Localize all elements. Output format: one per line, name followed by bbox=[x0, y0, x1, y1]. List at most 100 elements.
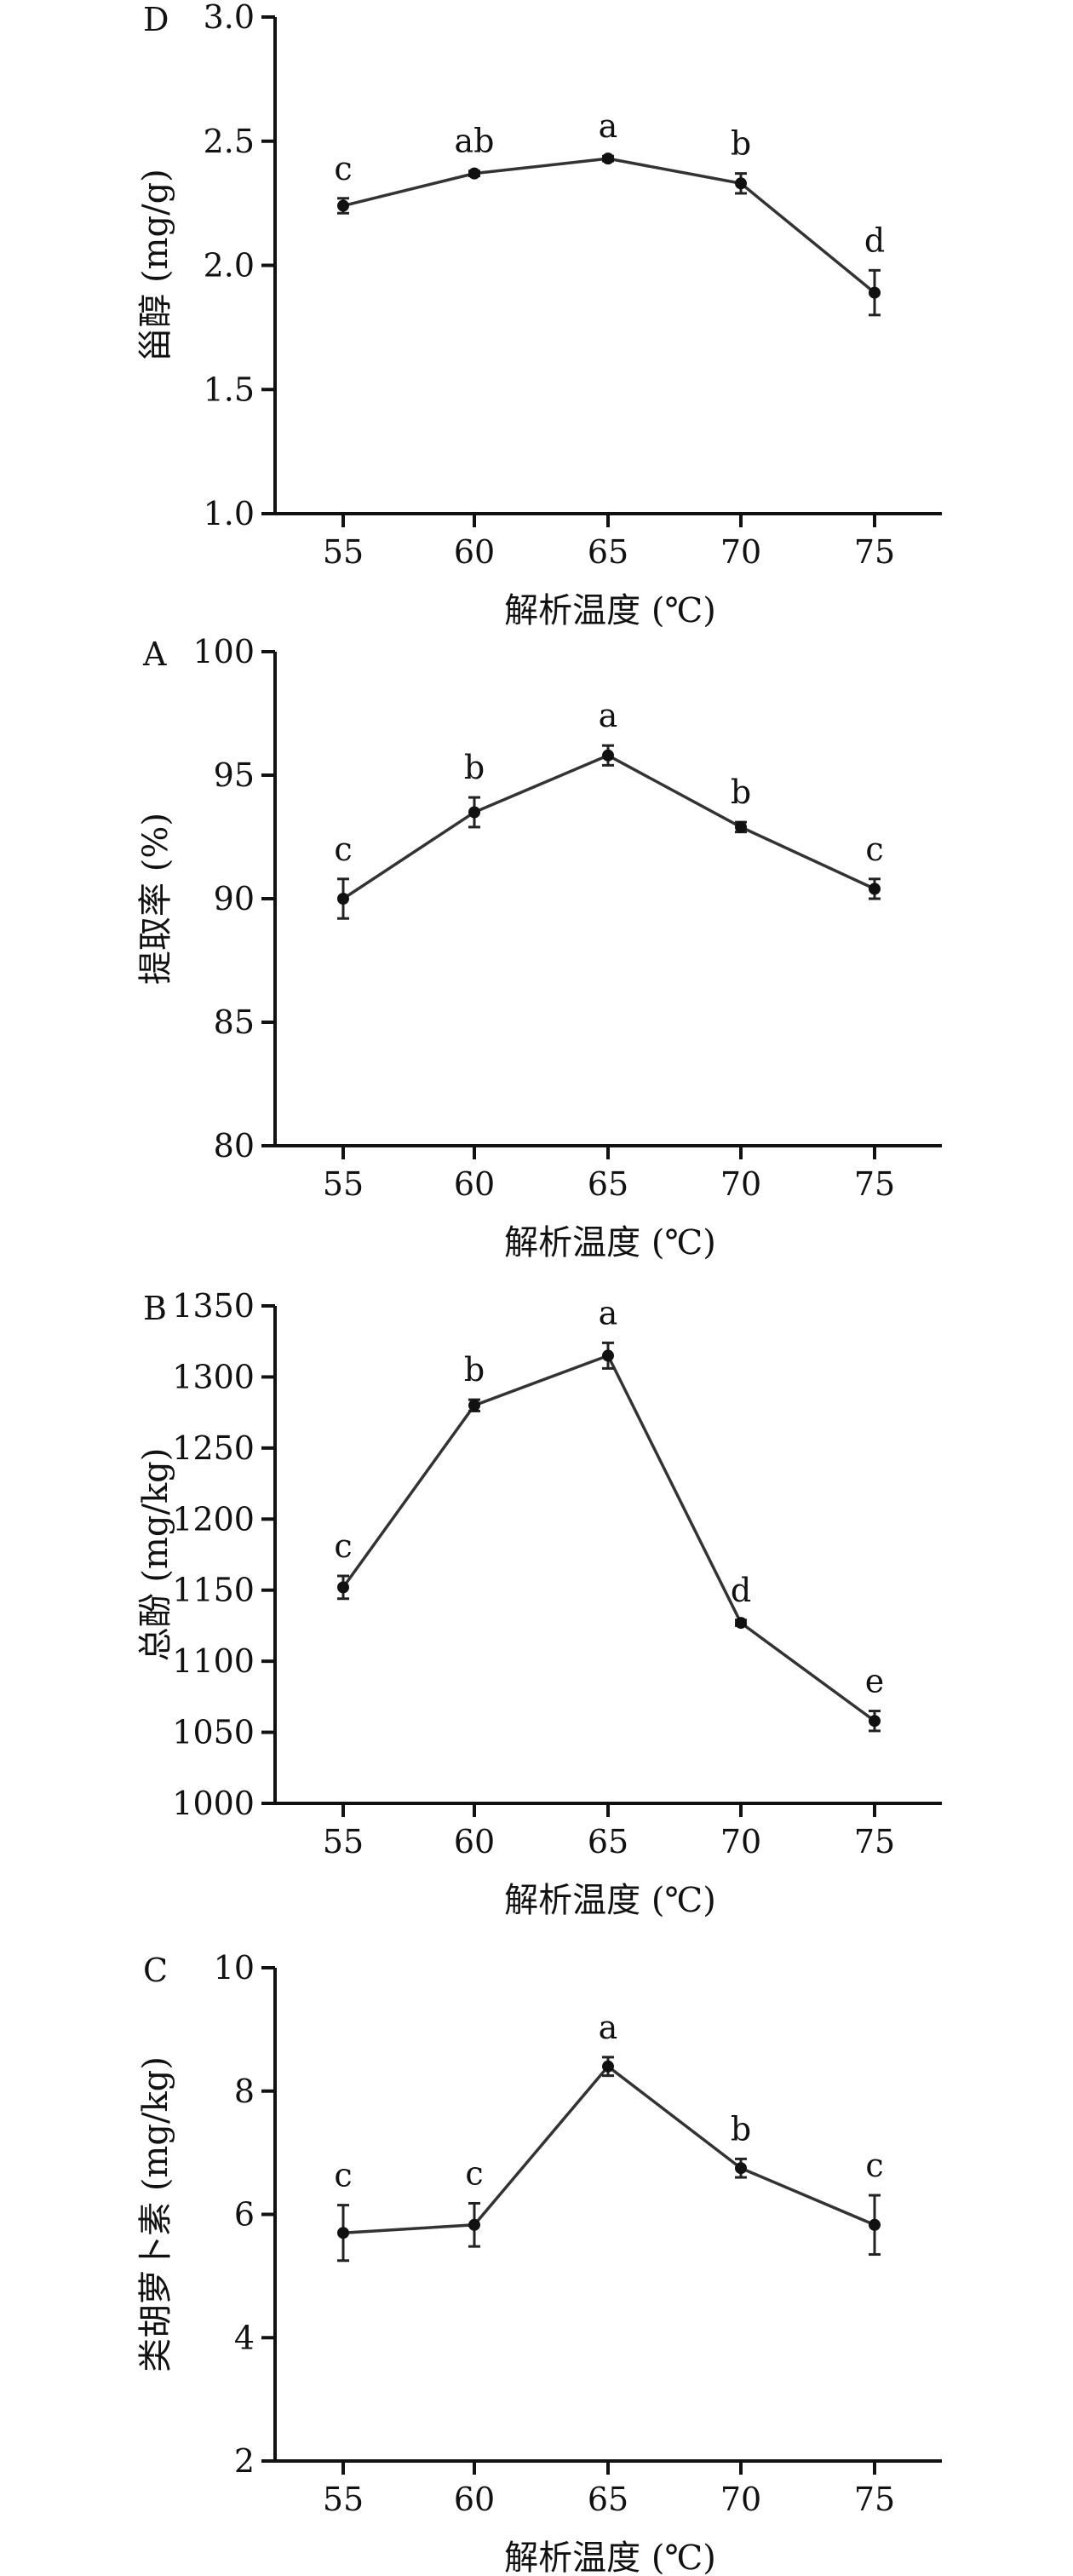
x-tick-label: 75 bbox=[854, 2481, 895, 2518]
y-tick-label: 80 bbox=[214, 1127, 255, 1164]
series-line bbox=[342, 753, 875, 900]
y-tick-label: 1000 bbox=[172, 1785, 255, 1822]
x-tick-label: 75 bbox=[854, 1165, 895, 1203]
y-tick-label: 6 bbox=[234, 2196, 255, 2234]
significance-letter: d bbox=[864, 221, 885, 259]
x-axis-title: 解析温度 (℃) bbox=[504, 2539, 716, 2576]
significance-letter: e bbox=[865, 1663, 885, 1700]
significance-letter: c bbox=[334, 2157, 352, 2194]
data-point bbox=[735, 2162, 747, 2175]
y-tick-label: 1300 bbox=[172, 1358, 255, 1395]
data-point bbox=[869, 2218, 881, 2231]
data-point bbox=[337, 199, 349, 212]
significance-letter: a bbox=[599, 107, 618, 145]
data-point bbox=[468, 2218, 480, 2231]
y-axis-title: 总酚 (mg/kg) bbox=[136, 1448, 175, 1662]
x-tick-label: 70 bbox=[720, 1165, 761, 1203]
panel-label: A bbox=[142, 635, 167, 673]
y-axis-title: 甾醇 (mg/g) bbox=[136, 169, 175, 362]
y-tick-label: 1100 bbox=[172, 1642, 255, 1680]
data-point bbox=[735, 177, 747, 190]
x-tick-label: 55 bbox=[323, 1165, 364, 1203]
chart-panel-b: B 1000 1050 1100 1150 1200 1250 1300 1350 55 60 65 7… bbox=[136, 1287, 942, 1920]
chart-panel-c: C 2 4 6 8 10 55 60 65 70 75 解析温度 (℃) 类胡萝卜素 (mg/kg) c c… bbox=[136, 1949, 942, 2576]
significance-letter: c bbox=[334, 831, 352, 868]
x-axis-title: 解析温度 (℃) bbox=[504, 1223, 716, 1262]
significance-letter: a bbox=[599, 697, 618, 734]
data-point bbox=[869, 1715, 881, 1728]
x-tick-label: 60 bbox=[454, 2481, 495, 2518]
y-tick-label: 3.0 bbox=[204, 0, 255, 36]
data-point bbox=[602, 152, 614, 165]
significance-letter: a bbox=[599, 2009, 618, 2046]
y-tick-label: 1050 bbox=[172, 1714, 255, 1751]
significance-letter: b bbox=[731, 2110, 751, 2148]
y-tick-label: 85 bbox=[214, 1003, 255, 1041]
y-tick-label: 2.5 bbox=[204, 123, 255, 160]
y-tick-label: 10 bbox=[214, 1949, 255, 1987]
significance-letter: b bbox=[731, 773, 751, 811]
y-tick-label: 1.5 bbox=[204, 371, 255, 408]
panel-label: D bbox=[143, 1, 169, 38]
y-tick-label: 90 bbox=[214, 880, 255, 917]
data-point bbox=[735, 820, 747, 833]
data-point bbox=[602, 2060, 614, 2073]
y-tick-label: 95 bbox=[214, 756, 255, 794]
x-tick-label: 55 bbox=[323, 533, 364, 571]
data-point bbox=[735, 1617, 747, 1630]
data-point bbox=[602, 749, 614, 762]
y-tick-label: 4 bbox=[234, 2319, 255, 2356]
x-tick-label: 75 bbox=[854, 533, 895, 571]
y-tick-label: 2.0 bbox=[204, 247, 255, 285]
series-line bbox=[342, 157, 876, 294]
y-axis-title: 类胡萝卜素 (mg/kg) bbox=[136, 2056, 175, 2372]
x-tick-label: 55 bbox=[323, 1823, 364, 1860]
significance-letter: a bbox=[599, 1294, 618, 1331]
significance-letter: ab bbox=[455, 123, 495, 160]
x-tick-label: 65 bbox=[588, 533, 628, 571]
panel-label: B bbox=[143, 1290, 167, 1327]
x-tick-label: 75 bbox=[854, 1823, 895, 1860]
y-tick-label: 2 bbox=[234, 2442, 255, 2480]
data-point bbox=[337, 893, 349, 905]
chart-panel-d: D 1.0 1.5 2.0 2.5 3.0 55 60 65 70 75 解析温度 (℃) 甾醇 (mg… bbox=[136, 0, 942, 630]
x-tick-label: 65 bbox=[588, 1823, 628, 1860]
y-tick-label: 1250 bbox=[172, 1429, 255, 1467]
y-tick-label: 1200 bbox=[172, 1500, 255, 1538]
data-point bbox=[869, 883, 881, 895]
y-tick-label: 1150 bbox=[172, 1572, 255, 1609]
significance-letter: c bbox=[865, 831, 883, 868]
series-line bbox=[342, 2064, 875, 2234]
x-tick-label: 65 bbox=[588, 2481, 628, 2518]
chart-panel-a: A 80 85 90 95 100 55 60 65 70 75 解析温度 (℃) 提取率 (%) c b a… bbox=[136, 633, 942, 1262]
x-tick-label: 55 bbox=[323, 2481, 364, 2518]
data-point bbox=[337, 2227, 349, 2240]
y-tick-label: 1.0 bbox=[204, 495, 255, 532]
data-point bbox=[337, 1581, 349, 1594]
data-point bbox=[468, 806, 480, 819]
significance-letter: b bbox=[464, 749, 485, 786]
x-tick-label: 65 bbox=[588, 1165, 628, 1203]
y-tick-label: 8 bbox=[234, 2073, 255, 2110]
x-tick-label: 60 bbox=[454, 533, 495, 571]
significance-letter: c bbox=[334, 150, 352, 187]
y-tick-label: 1350 bbox=[172, 1287, 255, 1325]
data-point bbox=[602, 1349, 614, 1362]
x-axis-title: 解析温度 (℃) bbox=[504, 591, 716, 630]
x-tick-label: 70 bbox=[720, 2481, 761, 2518]
data-point bbox=[468, 1399, 480, 1412]
x-tick-label: 60 bbox=[454, 1165, 495, 1203]
significance-letter: b bbox=[731, 125, 751, 163]
y-axis-title: 提取率 (%) bbox=[136, 813, 175, 985]
y-tick-label: 100 bbox=[192, 633, 255, 670]
significance-letter: c bbox=[334, 1527, 352, 1565]
data-point bbox=[869, 286, 881, 299]
x-tick-label: 70 bbox=[720, 533, 761, 571]
series-line bbox=[341, 1354, 876, 1722]
significance-letter: b bbox=[464, 1351, 485, 1389]
significance-letter: c bbox=[465, 2154, 483, 2192]
panel-label: C bbox=[143, 1952, 168, 1989]
significance-letter: c bbox=[865, 2147, 883, 2184]
x-tick-label: 60 bbox=[454, 1823, 495, 1860]
